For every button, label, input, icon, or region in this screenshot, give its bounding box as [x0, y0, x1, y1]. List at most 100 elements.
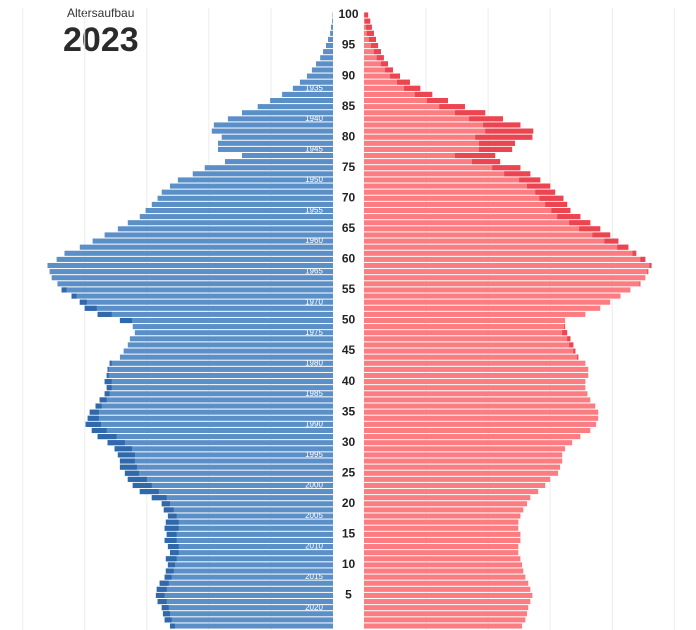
- bar: [364, 550, 519, 556]
- bar: [161, 189, 333, 195]
- surplus-bar: [639, 281, 641, 287]
- bar: [61, 287, 333, 293]
- bar: [221, 134, 333, 140]
- birth-year-label: 1950: [305, 175, 323, 184]
- bar: [364, 177, 541, 183]
- birth-year-label: 2020: [305, 603, 323, 612]
- bar: [364, 409, 599, 415]
- surplus-bar: [151, 495, 167, 501]
- bar: [127, 342, 333, 348]
- bar: [364, 446, 566, 452]
- bar: [364, 293, 621, 299]
- bar: [364, 519, 519, 525]
- birth-year-label: 1960: [305, 236, 323, 245]
- bar: [364, 562, 523, 568]
- surplus-bar: [163, 507, 174, 513]
- bar: [364, 617, 526, 623]
- bar: [155, 592, 333, 599]
- bar: [119, 354, 333, 360]
- bar: [364, 232, 611, 238]
- bar: [364, 366, 589, 372]
- age-label: 35: [342, 404, 356, 418]
- bar: [151, 201, 333, 207]
- birth-year-label: 1975: [305, 328, 323, 337]
- surplus-bar: [404, 85, 421, 91]
- bar: [119, 464, 333, 470]
- surplus-bar: [577, 354, 579, 360]
- bar: [364, 250, 637, 256]
- bar: [364, 489, 539, 495]
- bar: [119, 458, 333, 464]
- age-label: 10: [342, 557, 356, 571]
- bar: [299, 79, 333, 85]
- bar: [79, 299, 333, 305]
- surplus-bar: [95, 403, 102, 409]
- bar: [364, 537, 521, 544]
- bar: [169, 183, 333, 189]
- bar: [364, 79, 410, 85]
- bar: [132, 482, 333, 489]
- surplus-bar: [455, 110, 486, 116]
- bar: [241, 110, 333, 116]
- bar: [332, 18, 333, 24]
- chart-subtitle: Altersaufbau: [67, 6, 134, 20]
- surplus-bar: [84, 305, 97, 311]
- surplus-bar: [539, 195, 564, 201]
- bar: [89, 409, 333, 415]
- surplus-bar: [91, 427, 107, 434]
- birth-year-label: 1955: [305, 206, 323, 215]
- surplus-bar: [527, 183, 551, 189]
- bar: [282, 91, 333, 97]
- bar: [364, 201, 568, 207]
- age-label: 70: [342, 190, 356, 204]
- bar: [364, 256, 646, 262]
- bar: [364, 152, 496, 159]
- bar: [364, 440, 573, 446]
- bar: [192, 171, 333, 177]
- surplus-bar: [485, 128, 534, 134]
- surplus-bar: [169, 623, 175, 629]
- bar: [364, 507, 524, 513]
- surplus-bar: [504, 171, 531, 177]
- bar: [97, 311, 333, 317]
- age-label: 60: [342, 252, 356, 266]
- age-label: 45: [342, 343, 356, 357]
- bar: [364, 580, 529, 586]
- bar: [364, 586, 531, 592]
- bar: [104, 391, 333, 397]
- bar: [364, 159, 501, 165]
- chart-title: 2023: [63, 21, 139, 59]
- bar: [119, 317, 333, 324]
- bar: [364, 592, 533, 599]
- bar: [145, 207, 333, 214]
- bar: [257, 104, 333, 110]
- surplus-bar: [617, 244, 629, 250]
- bar: [364, 299, 611, 305]
- bar: [79, 244, 333, 250]
- bar: [57, 281, 333, 287]
- bar: [169, 623, 333, 629]
- bar: [47, 262, 333, 269]
- bar: [164, 537, 333, 544]
- bar: [364, 67, 393, 73]
- surplus-bar: [373, 49, 381, 55]
- bar: [165, 556, 333, 562]
- bar: [320, 55, 333, 61]
- age-label: 75: [342, 160, 356, 174]
- bar: [330, 30, 333, 36]
- bar: [364, 269, 649, 275]
- bar: [364, 122, 521, 128]
- surplus-bar: [166, 531, 177, 537]
- bar: [364, 470, 559, 476]
- bar: [364, 116, 504, 122]
- bar: [364, 568, 524, 574]
- surplus-bar: [97, 434, 117, 440]
- surplus-bar: [155, 592, 165, 599]
- bar: [364, 281, 641, 287]
- surplus-bar: [368, 36, 376, 42]
- bar: [162, 611, 333, 617]
- bar: [364, 605, 529, 611]
- age-label: 55: [342, 282, 356, 296]
- surplus-bar: [376, 55, 384, 61]
